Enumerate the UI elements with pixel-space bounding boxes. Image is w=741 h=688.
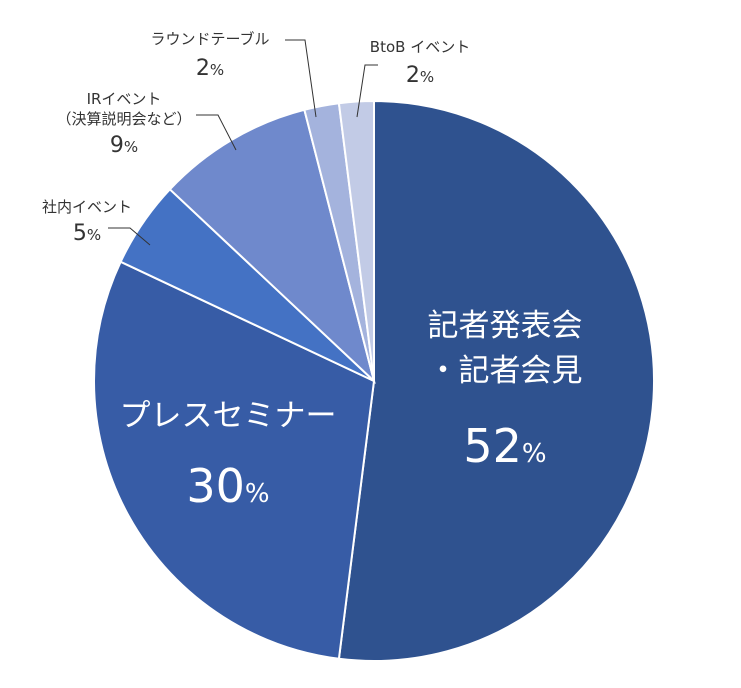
pie-slice-6 xyxy=(337,99,375,382)
pie-slice-1 xyxy=(337,99,655,662)
slice-label-5-line-1: ラウンドテーブル xyxy=(150,30,269,48)
slice-labels: 記者発表会・記者会見 52% プレスセミナー 30% 社内イベント 5% IRイベント （決算… xyxy=(42,30,583,513)
leader-line-3 xyxy=(108,227,151,246)
leader-line-4 xyxy=(196,114,237,151)
slice-label-3-line-1: 社内イベント xyxy=(42,198,132,216)
leader-lines xyxy=(108,39,378,246)
pie-slice-2 xyxy=(93,260,376,660)
slice-label-4-line-2: （決算説明会など） xyxy=(56,110,191,128)
leader-line-5 xyxy=(285,39,317,118)
slice-value-1: 52% xyxy=(463,419,546,473)
slice-value-6: 2% xyxy=(406,63,434,88)
slice-label-6-line-1: BtoB イベント xyxy=(370,38,470,56)
slice-label-2-line-1: プレスセミナー xyxy=(120,398,337,434)
pie-slices xyxy=(93,99,655,662)
pie-slice-4 xyxy=(168,108,376,385)
leader-line-6 xyxy=(356,64,378,118)
slice-value-5: 2% xyxy=(196,56,224,81)
slice-label-1-line-2: ・記者会見 xyxy=(428,353,583,389)
slice-value-2: 30% xyxy=(186,459,269,513)
slice-value-4: 9% xyxy=(110,133,138,158)
slice-label-4-line-1: IRイベント xyxy=(87,90,162,108)
slice-label-1-line-1: 記者発表会 xyxy=(428,308,583,344)
slice-value-3: 5% xyxy=(73,221,101,246)
